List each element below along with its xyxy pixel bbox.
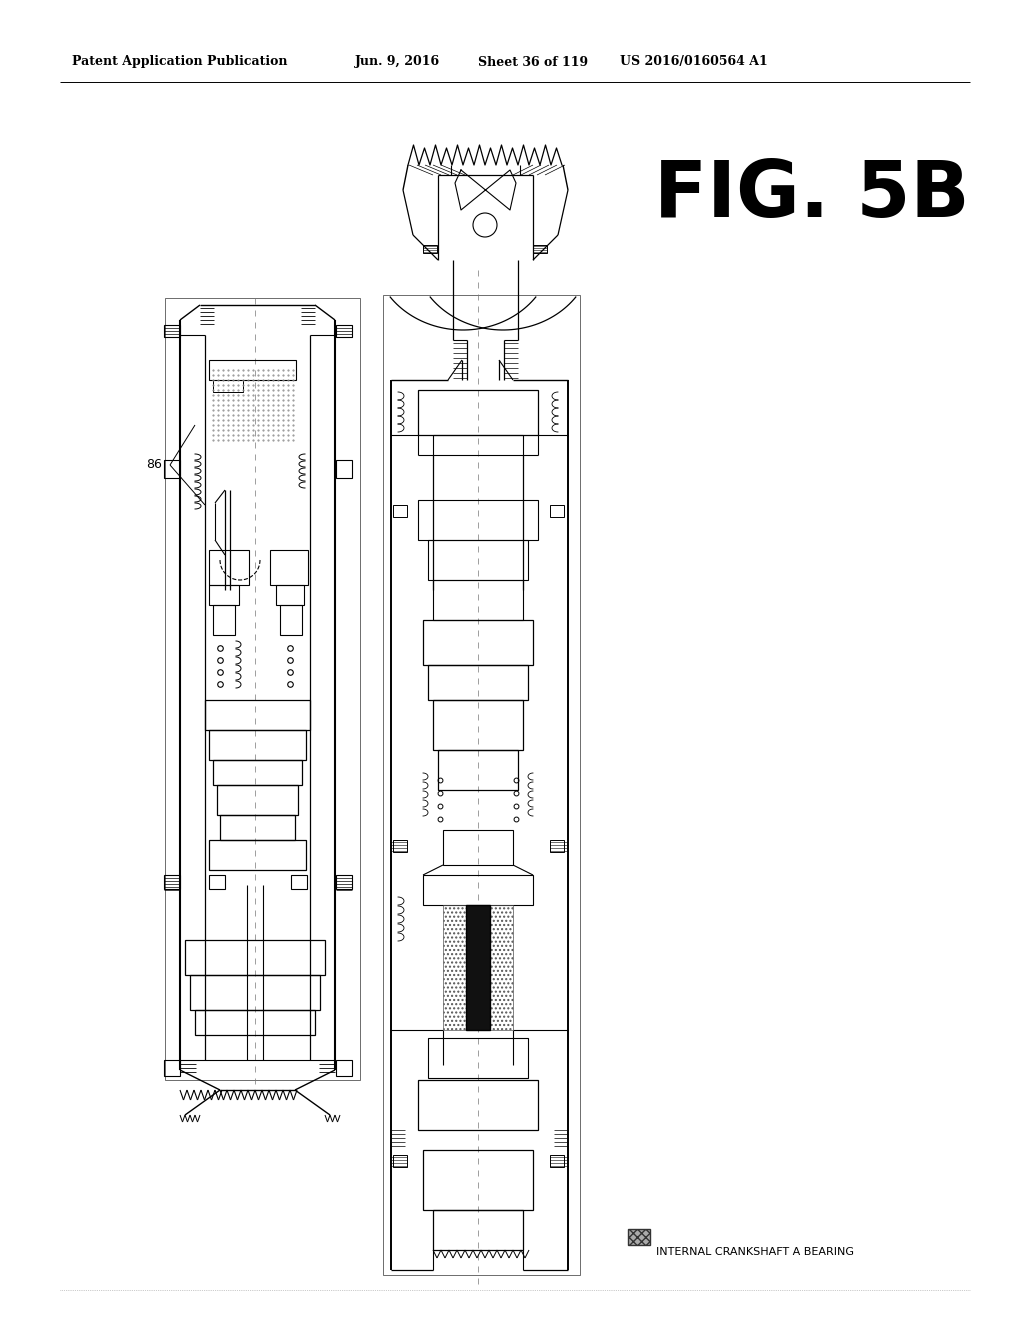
Bar [209,730,306,760]
Bar [423,246,437,253]
Bar [393,840,407,851]
Bar [418,1080,538,1130]
Bar [220,814,295,840]
Bar [438,750,518,789]
Bar [213,380,243,392]
Bar [433,579,523,620]
Bar [418,500,538,540]
Bar [443,906,466,1030]
Bar [164,1060,180,1076]
Bar [336,325,352,337]
Bar [628,1229,650,1245]
Text: Patent Application Publication: Patent Application Publication [72,55,288,69]
Bar [550,1155,564,1167]
Bar [490,906,513,1030]
Bar [443,830,513,865]
Text: Jun. 9, 2016: Jun. 9, 2016 [355,55,440,69]
Bar [190,975,319,1010]
Bar [205,700,310,730]
Bar [428,665,528,700]
Bar [291,875,307,888]
Bar [280,605,302,635]
Bar [185,940,325,975]
Bar [550,840,564,851]
Bar [217,785,298,814]
Bar [336,1060,352,1076]
Bar [433,700,523,750]
Text: US 2016/0160564 A1: US 2016/0160564 A1 [620,55,768,69]
Bar [550,506,564,517]
Bar [393,1155,407,1167]
Bar [209,875,225,888]
Bar [213,605,234,635]
Bar [423,620,534,665]
Bar [428,1038,528,1078]
Bar [418,389,538,436]
Bar [209,840,306,870]
Bar [393,506,407,517]
Bar [213,760,302,785]
Bar [383,294,580,1275]
Text: INTERNAL CRANKSHAFT A BEARING: INTERNAL CRANKSHAFT A BEARING [656,1247,854,1257]
Bar [209,550,249,585]
Bar [164,459,180,478]
Text: 86: 86 [146,458,162,471]
Bar [433,1210,523,1250]
Bar [164,325,180,337]
Bar [164,875,180,888]
Bar [336,875,352,888]
Bar [276,585,304,605]
Bar [165,298,360,1080]
Bar [423,875,534,906]
Bar [270,550,308,585]
Bar [428,540,528,579]
Bar [423,1150,534,1210]
Text: FIG. 5B: FIG. 5B [654,157,970,234]
Bar [466,906,490,1030]
Bar [209,360,296,380]
Bar [209,585,239,605]
Bar [195,1010,315,1035]
Bar [433,436,523,455]
Bar [336,459,352,478]
Text: Sheet 36 of 119: Sheet 36 of 119 [478,55,588,69]
Bar [534,246,547,253]
